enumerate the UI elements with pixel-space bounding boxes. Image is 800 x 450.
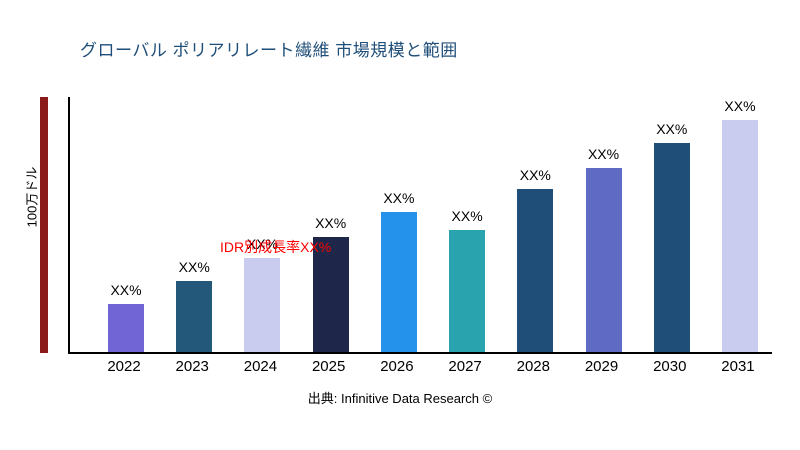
chart-title: グローバル ポリアリレート繊維 市場規模と範囲 [80,41,458,60]
x-axis-label-2027: 2027 [448,358,482,375]
bar-slot-2022: XX% [104,97,148,352]
bar-2030 [653,142,690,352]
y-axis-label: 100万ドル [24,166,40,228]
bar-value-label: XX% [110,281,142,298]
bar-value-label: XX% [519,166,551,183]
bar-2025 [312,237,349,352]
bar-2028 [517,188,554,352]
bar-value-label: XX% [656,120,688,137]
bar-value-label: XX% [451,207,483,224]
x-axis-label-2026: 2026 [380,358,414,375]
x-axis-labels-row: 2022 2023 2024 2025 2026 2027 2028 2029 2030 2031 [68,358,770,375]
growth-rate-annotation: IDR別成長率XX% [220,239,332,255]
bar-slot-2025: XX% [309,97,353,352]
bar-2024 [244,257,281,352]
bar-value-label: XX% [178,258,210,275]
bar-slot-2029: XX% [582,97,626,352]
bar-slot-2031: XX% [718,97,762,352]
x-axis-label-2028: 2028 [516,358,550,375]
x-axis-label-2023: 2023 [175,358,209,375]
x-axis-label-2029: 2029 [584,358,619,375]
bar-value-label: XX% [587,146,620,163]
x-axis-label-2025: 2025 [311,358,346,375]
bar-slot-2030: XX% [650,97,694,352]
x-axis-label-2024: 2024 [243,358,278,375]
x-axis-label-2022: 2022 [107,358,141,375]
bar-slot-2027: XX% [445,97,489,352]
bar-value-label: XX% [246,235,278,252]
bars-row: XX% XX% XX% XX% XX% XX% XX% XX% XX% XX% [70,97,772,352]
bar-2022 [108,303,144,352]
bar-2029 [585,168,622,352]
red-accent-bar [40,97,48,353]
source-attribution: 出典: Infinitive Data Research © [307,391,493,406]
bar-2027 [449,229,486,352]
x-axis-label-2030: 2030 [653,358,687,375]
bar-slot-2024: XX% [240,97,284,352]
bar-2023 [176,280,213,352]
bar-value-label: XX% [724,97,756,114]
bar-2026 [380,211,417,352]
bar-value-label: XX% [315,215,347,232]
bar-slot-2026: XX% [377,97,421,352]
bar-slot-2028: XX% [513,97,557,352]
plot-area: XX% XX% XX% XX% XX% XX% XX% XX% XX% XX% IDR別成長率XX… [68,97,772,354]
bar-value-label: XX% [383,189,415,206]
bar-slot-2023: XX% [172,97,216,352]
bar-2031 [721,119,758,352]
x-axis-label-2031: 2031 [721,358,755,375]
